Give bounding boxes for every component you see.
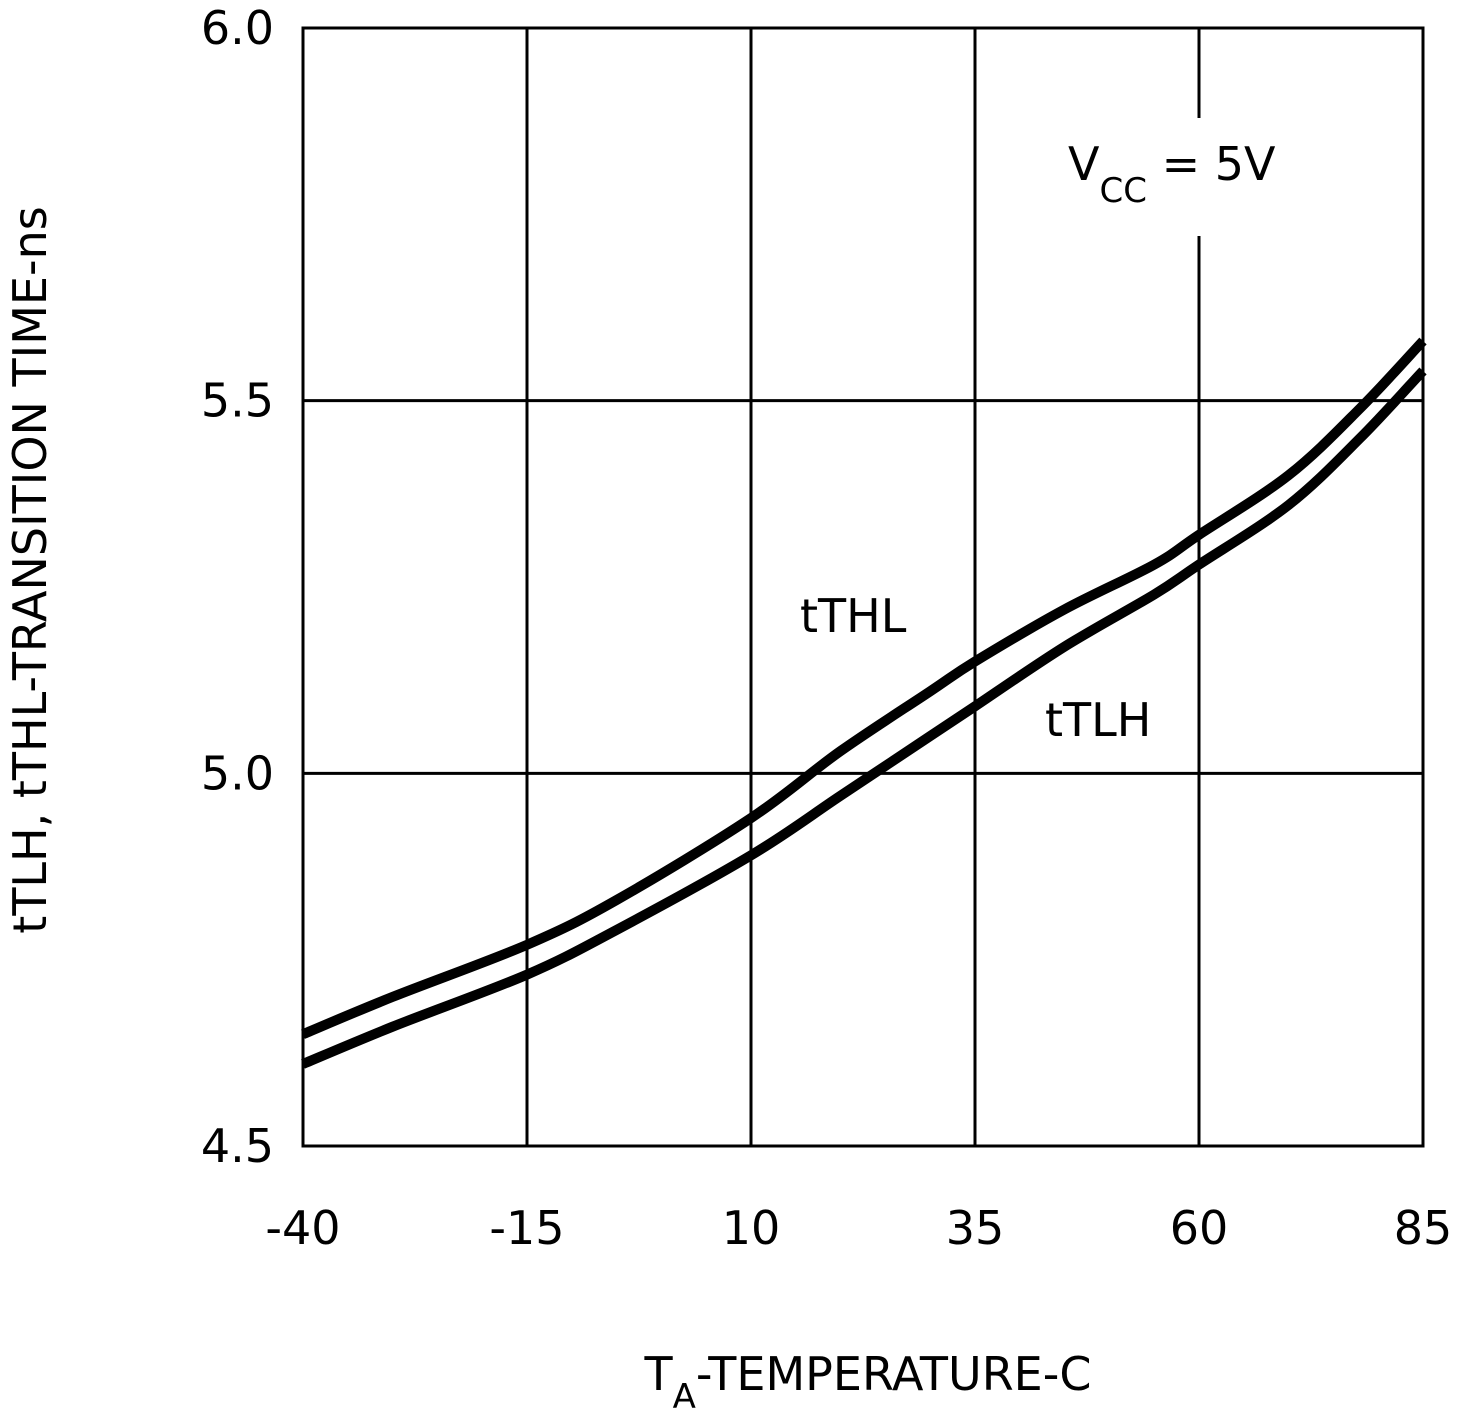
x-axis-label-rest: -TEMPERATURE-C [696, 1347, 1092, 1401]
y-tick-label: 5.0 [201, 746, 274, 800]
x-axis-label-main: T [644, 1347, 674, 1401]
y-tick-label: 6.0 [201, 1, 274, 55]
series-label-tTLH: tTLH [1045, 693, 1151, 747]
x-tick-label: 10 [722, 1201, 781, 1255]
x-tick-labels: -40 -15 10 35 60 85 [265, 1201, 1452, 1255]
series-line-tTHL [301, 337, 1427, 1039]
y-axis-label: tTLH, tTHL-TRANSITION TIME-ns [3, 206, 57, 933]
vcc-annotation: VCC = 5V [1068, 137, 1276, 211]
x-tick-label: -15 [489, 1201, 564, 1255]
x-tick-label: 60 [1170, 1201, 1229, 1255]
x-tick-label: 35 [946, 1201, 1005, 1255]
vcc-annotation-main: V [1068, 137, 1100, 191]
x-tick-label: -40 [265, 1201, 340, 1255]
y-tick-label: 5.5 [201, 374, 274, 428]
series-label-tTHL: tTHL [800, 589, 907, 643]
x-axis-label-subscript: A [673, 1377, 696, 1416]
series-group [301, 337, 1427, 1069]
vcc-annotation-rest: = 5V [1147, 137, 1276, 191]
x-tick-label: 85 [1394, 1201, 1453, 1255]
series-line-tTLH [301, 367, 1427, 1069]
y-tick-label: 4.5 [201, 1119, 274, 1173]
vcc-annotation-subscript: CC [1099, 171, 1146, 211]
y-tick-labels: 4.5 5.0 5.5 6.0 [201, 1, 274, 1173]
plot-frame [301, 26, 1425, 1148]
x-axis-label: TA-TEMPERATURE-C [644, 1347, 1092, 1416]
annotation-background [1058, 118, 1358, 236]
